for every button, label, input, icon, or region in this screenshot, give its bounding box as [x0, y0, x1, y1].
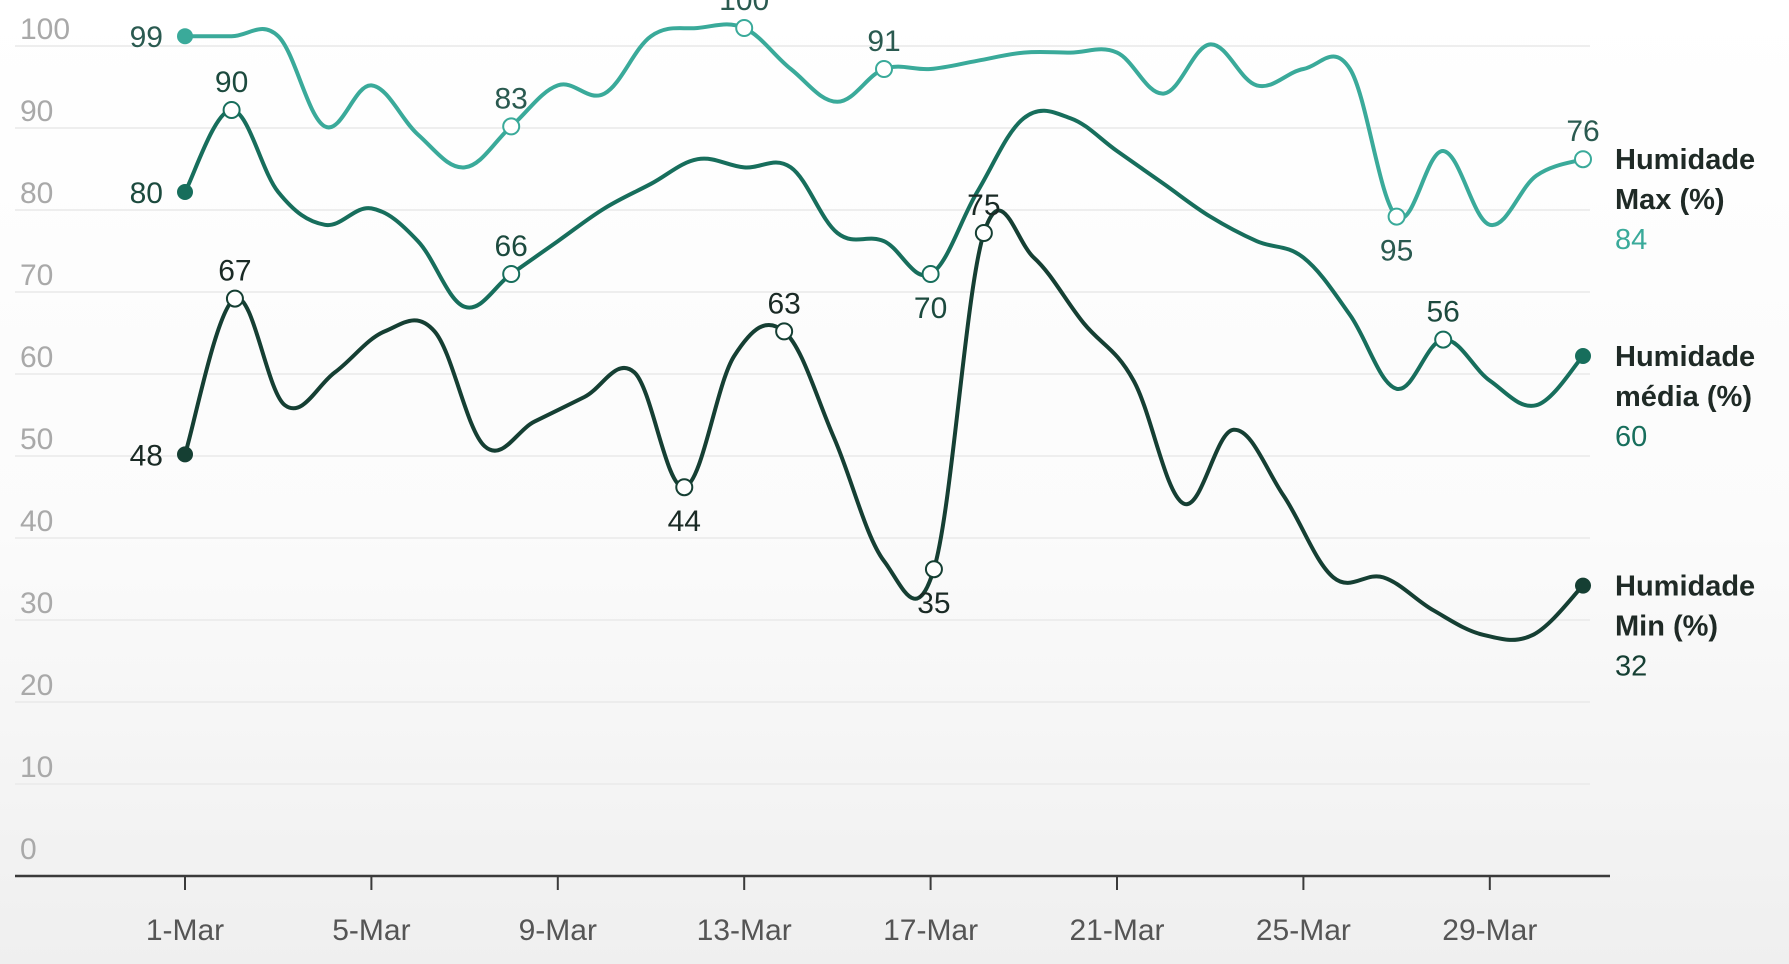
y-tick-label: 90 [20, 95, 53, 128]
data-point-marker [502, 265, 521, 283]
legend-series-title: Humidade [1615, 571, 1755, 603]
y-tick-label: 50 [20, 423, 53, 456]
series-start-point [177, 28, 193, 45]
data-label: 66 [495, 230, 528, 263]
series-line [183, 108, 1585, 408]
data-point-marker [502, 117, 521, 136]
data-label: 80 [130, 177, 163, 210]
y-tick-label: 10 [20, 751, 53, 784]
data-label: 95 [1380, 235, 1413, 268]
y-tick-label: 40 [20, 505, 53, 538]
y-tick-label: 20 [20, 669, 53, 702]
series-end-point [1575, 348, 1591, 364]
data-label: 99 [130, 21, 163, 54]
data-point-marker [735, 19, 754, 37]
data-point-marker [1387, 207, 1406, 226]
series-line [185, 22, 1584, 227]
series-end-point [1575, 577, 1591, 594]
x-tick-label: 25-Mar [1256, 914, 1351, 947]
data-point-marker [1574, 150, 1592, 169]
series-start-point [177, 184, 193, 200]
legend-end-value: 32 [1615, 651, 1647, 683]
legend-series-title: Min (%) [1615, 611, 1718, 643]
legend-series-title: média (%) [1615, 381, 1752, 413]
x-axis-ticks: 1-Mar 5-Mar 9-Mar 13-Mar 17-Mar 21-Mar 25-Mar 2… [146, 876, 1537, 947]
data-label: 63 [767, 287, 800, 320]
data-label: 90 [215, 66, 248, 99]
data-label: 91 [867, 25, 900, 58]
legend-end-value: 84 [1615, 224, 1647, 256]
data-point-marker [974, 224, 993, 242]
y-tick-label: 80 [20, 177, 53, 210]
y-tick-label: 60 [20, 341, 53, 374]
series-line [183, 208, 1585, 642]
data-label: 67 [218, 255, 251, 288]
data-point-marker [222, 101, 241, 119]
data-label: 35 [917, 587, 950, 620]
data-labels: 99 83 100 91 95 76 80 90 66 70 56 48 67 44 63 35 75 [130, 0, 1600, 620]
data-point-marker [675, 478, 694, 497]
x-tick-label: 9-Mar [519, 914, 597, 947]
x-tick-label: 21-Mar [1069, 914, 1164, 947]
data-point-marker [924, 560, 943, 579]
legend-series-title: Humidade [1615, 341, 1755, 373]
data-point-marker [875, 60, 893, 78]
y-tick-label: 30 [20, 587, 53, 620]
y-tick-label: 100 [20, 13, 70, 46]
series-start-point [177, 446, 193, 463]
data-label: 44 [668, 505, 701, 538]
series-lines [177, 19, 1592, 642]
data-label: 76 [1566, 115, 1599, 148]
data-label: 48 [130, 439, 163, 472]
data-point-marker [225, 289, 244, 308]
legend-series-title: Max (%) [1615, 184, 1725, 216]
gridlines [15, 45, 1590, 785]
x-tick-label: 29-Mar [1442, 914, 1537, 947]
y-tick-label: 70 [20, 259, 53, 292]
x-tick-label: 5-Mar [332, 914, 410, 947]
data-label: 56 [1427, 296, 1460, 329]
x-tick-label: 13-Mar [697, 914, 792, 947]
x-tick-label: 1-Mar [146, 914, 224, 947]
data-label: 75 [967, 189, 1000, 222]
data-label: 100 [719, 0, 769, 17]
y-axis-tick-labels: 0 10 20 30 40 50 60 70 80 90 100 [20, 13, 70, 866]
data-point-marker [775, 322, 794, 341]
data-point-marker [1434, 330, 1453, 349]
x-tick-label: 17-Mar [883, 914, 978, 947]
legend: Humidade Max (%) 84 Humidade média (%) 60 Humi… [1615, 144, 1755, 682]
data-point-marker [921, 265, 940, 283]
y-tick-label: 0 [20, 833, 37, 866]
data-label: 83 [495, 82, 528, 115]
legend-series-title: Humidade [1615, 144, 1755, 176]
data-label: 70 [914, 292, 947, 325]
legend-end-value: 60 [1615, 421, 1647, 453]
